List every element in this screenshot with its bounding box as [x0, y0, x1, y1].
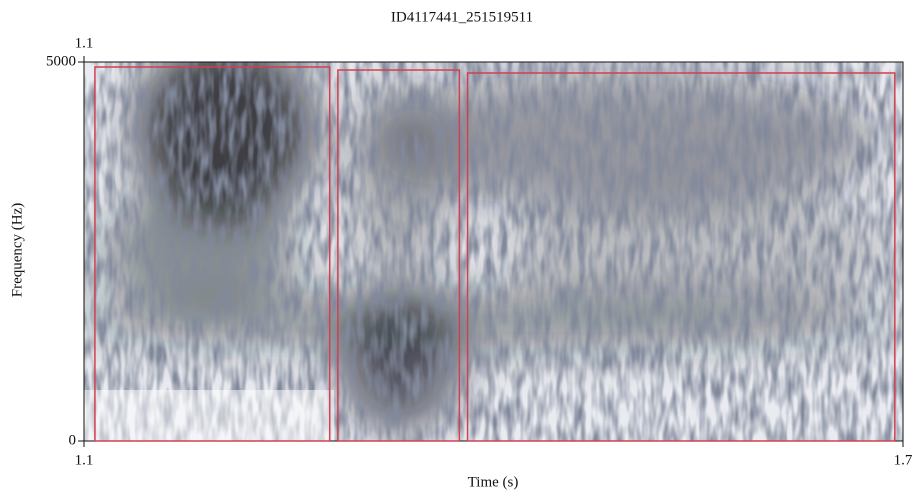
chart-title: ID4117441_251519511 [391, 9, 533, 25]
x-axis-label: Time (s) [468, 474, 519, 490]
segment-box [337, 69, 461, 442]
y-axis-label: Frequency (Hz) [9, 203, 25, 298]
x-tick-label: 1.1 [75, 452, 94, 468]
y-tick-label: 5000 [46, 53, 76, 69]
segment-box [466, 72, 896, 442]
x-tick-label: 1.7 [894, 452, 913, 468]
segment-box [94, 66, 331, 442]
y-tick-label: 0 [69, 432, 77, 448]
top-x-tick-label: 1.1 [75, 35, 94, 51]
spectrogram-image [84, 62, 903, 441]
